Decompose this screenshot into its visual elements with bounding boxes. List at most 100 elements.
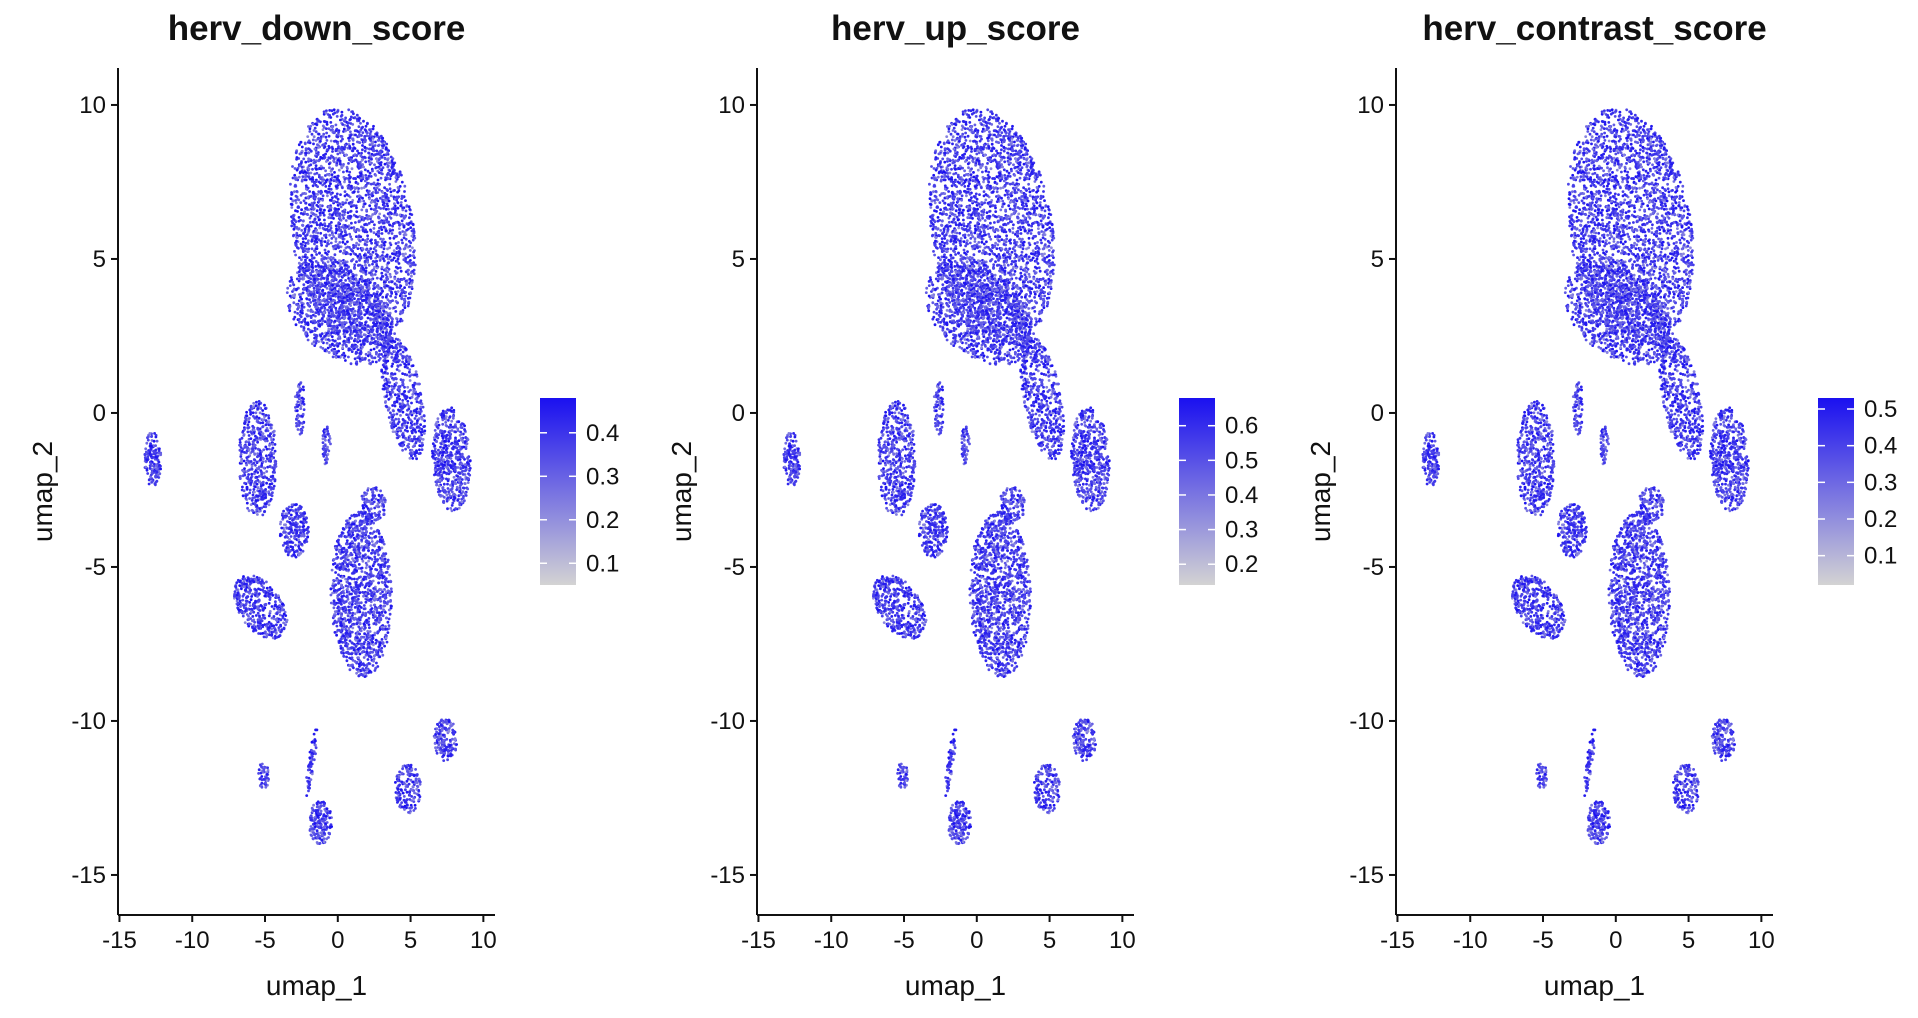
cell-point: [419, 393, 423, 396]
cell-point: [361, 345, 364, 349]
cell-point: [440, 473, 444, 477]
cell-point: [380, 232, 384, 235]
cell-point: [338, 151, 342, 155]
cell-point: [307, 167, 311, 171]
cell-point: [390, 280, 394, 284]
cell-point: [322, 166, 325, 170]
cell-point: [401, 432, 405, 436]
cell-point: [334, 260, 338, 264]
cell-point: [415, 421, 419, 425]
cell-point: [464, 494, 468, 497]
cell-point: [328, 324, 331, 328]
cell-point: [330, 221, 333, 224]
cell-point: [358, 253, 362, 256]
cell-point: [365, 310, 369, 314]
cell-point: [348, 146, 352, 150]
cell-point: [343, 242, 347, 246]
cell-point: [374, 166, 378, 169]
cell-point: [459, 493, 463, 497]
cell-point: [333, 301, 337, 305]
cell-point: [301, 266, 305, 270]
cell-point: [356, 254, 360, 258]
cell-point: [380, 271, 384, 275]
cell-point: [352, 327, 356, 330]
cell-point: [408, 374, 412, 378]
cell-point: [330, 568, 334, 572]
cell-point: [404, 397, 408, 401]
cell-point: [386, 197, 390, 201]
cell-point: [310, 342, 314, 346]
cell-point: [365, 230, 369, 234]
cell-point: [349, 288, 353, 292]
cell-point: [297, 299, 301, 303]
cell-point: [336, 132, 340, 136]
cell-point: [331, 150, 334, 153]
cell-point: [306, 303, 310, 306]
cell-point: [383, 204, 386, 208]
cell-point: [308, 220, 312, 224]
data-points: [143, 108, 472, 845]
cell-point: [396, 246, 400, 250]
cell-point: [375, 186, 379, 190]
cell-point: [341, 289, 345, 293]
cell-point: [405, 228, 409, 232]
cell-point: [325, 131, 328, 135]
cell-point: [368, 161, 372, 165]
cell-point: [395, 254, 399, 257]
cell-point: [349, 130, 352, 134]
cell-point: [312, 142, 315, 146]
cell-point: [361, 356, 364, 360]
cell-point: [404, 257, 408, 260]
cell-point: [366, 289, 370, 293]
cell-point: [346, 245, 350, 249]
cell-point: [324, 111, 328, 115]
cell-point: [370, 241, 373, 245]
cell-point: [307, 229, 311, 233]
cell-point: [375, 202, 379, 206]
cell-point: [395, 286, 399, 289]
cell-point: [310, 203, 314, 206]
cell-point: [409, 425, 413, 429]
cell-point: [459, 426, 463, 429]
cell-point: [389, 216, 393, 220]
cell-point: [377, 563, 380, 566]
cell-point: [359, 297, 363, 301]
cell-point: [350, 295, 354, 299]
cell-point: [368, 630, 372, 633]
cell-point: [298, 256, 301, 259]
cell-point: [381, 330, 385, 334]
cell-point: [455, 440, 459, 444]
cell-point: [458, 490, 461, 494]
cell-point: [392, 172, 395, 176]
cell-point: [384, 295, 388, 299]
cell-point: [315, 155, 318, 159]
cell-point: [368, 342, 372, 346]
cell-point: [398, 294, 402, 298]
cell-point: [383, 243, 386, 247]
cell-point: [358, 328, 362, 332]
cell-point: [454, 452, 458, 456]
cell-point: [436, 417, 440, 420]
cell-point: [304, 263, 308, 267]
cell-point: [337, 274, 341, 278]
cell-point: [363, 357, 367, 361]
cell-point: [338, 216, 342, 219]
cell-point: [343, 229, 347, 233]
cell-point: [342, 127, 346, 131]
cell-point: [385, 254, 389, 258]
cell-point: [359, 283, 363, 287]
cell-point: [388, 325, 392, 329]
cell-point: [382, 219, 386, 223]
cell-point: [386, 247, 389, 251]
cell-point: [307, 125, 310, 128]
cell-point: [390, 384, 394, 388]
cell-point: [361, 148, 364, 152]
cell-point: [395, 381, 398, 385]
cell-point: [385, 142, 389, 146]
cell-point: [454, 507, 458, 510]
cell-point: [320, 243, 323, 247]
cell-point: [379, 207, 383, 210]
cell-point: [303, 210, 306, 214]
cell-point: [367, 221, 371, 225]
cell-point: [328, 173, 331, 177]
